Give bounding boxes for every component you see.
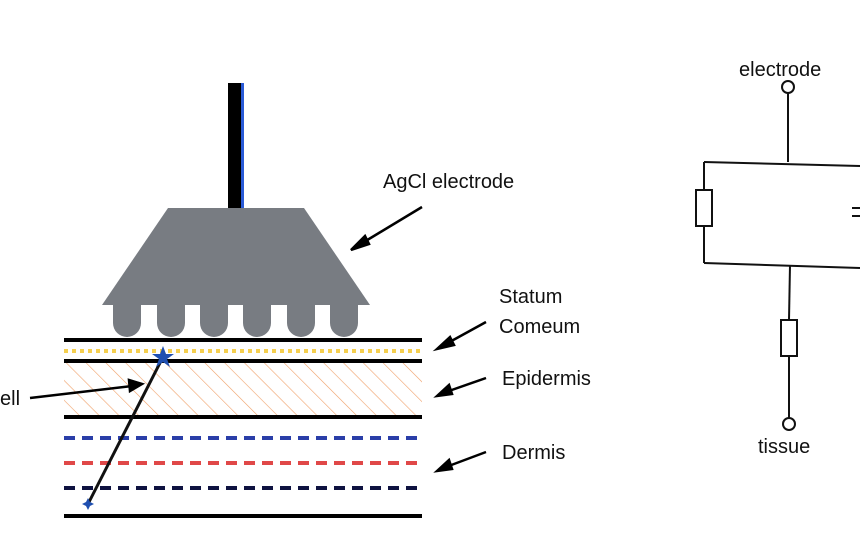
arrow-cell-head xyxy=(127,378,146,394)
arrow-epidermis xyxy=(445,376,487,394)
star-marker-icon xyxy=(152,346,174,367)
electrode-pin xyxy=(157,303,185,337)
resistor-series xyxy=(780,319,798,357)
electrode-body xyxy=(102,208,370,305)
resistor-parallel xyxy=(695,189,713,227)
arrow-stratum-head xyxy=(432,334,456,352)
cell-label: ell xyxy=(0,388,20,410)
cell-path-line xyxy=(86,356,165,505)
dermis-label: Dermis xyxy=(502,442,565,464)
electrode-pins xyxy=(113,303,358,337)
arrow-agcl-head xyxy=(350,233,371,252)
epidermis-hatch xyxy=(64,363,422,416)
arrow-cell xyxy=(29,384,133,400)
wire-mid xyxy=(788,264,791,321)
arrows xyxy=(29,205,487,473)
cell-path xyxy=(82,346,174,510)
wire-branch-top xyxy=(703,161,860,167)
arrow-dermis xyxy=(445,450,487,469)
skin-layers xyxy=(64,338,422,518)
circuit-electrode-label: electrode xyxy=(739,59,821,81)
electrode-stem xyxy=(228,83,242,211)
electrode-stem-accent xyxy=(241,83,244,211)
electrode-pin xyxy=(113,303,141,337)
electrode-terminal xyxy=(781,80,795,94)
epidermis-label: Epidermis xyxy=(502,368,591,390)
equivalent-circuit xyxy=(695,80,860,431)
agcl-electrode xyxy=(102,83,370,337)
arrow-dermis-head xyxy=(433,457,454,473)
wire-branch-bottom xyxy=(703,262,860,269)
tissue-terminal xyxy=(782,417,796,431)
small-star-marker-icon xyxy=(82,498,94,510)
arrow-epidermis-head xyxy=(433,382,454,398)
electrode-pin xyxy=(243,303,271,337)
circuit-tissue-label: tissue xyxy=(758,436,810,458)
electrode-pin xyxy=(287,303,315,337)
stratum-label-line1: Statum xyxy=(499,286,562,308)
electrode-pin xyxy=(200,303,228,337)
arrow-agcl xyxy=(358,205,423,247)
stratum-label-line2: Comeum xyxy=(499,316,580,338)
electrode-pin xyxy=(330,303,358,337)
agcl-electrode-label: AgCl electrode xyxy=(383,171,514,193)
